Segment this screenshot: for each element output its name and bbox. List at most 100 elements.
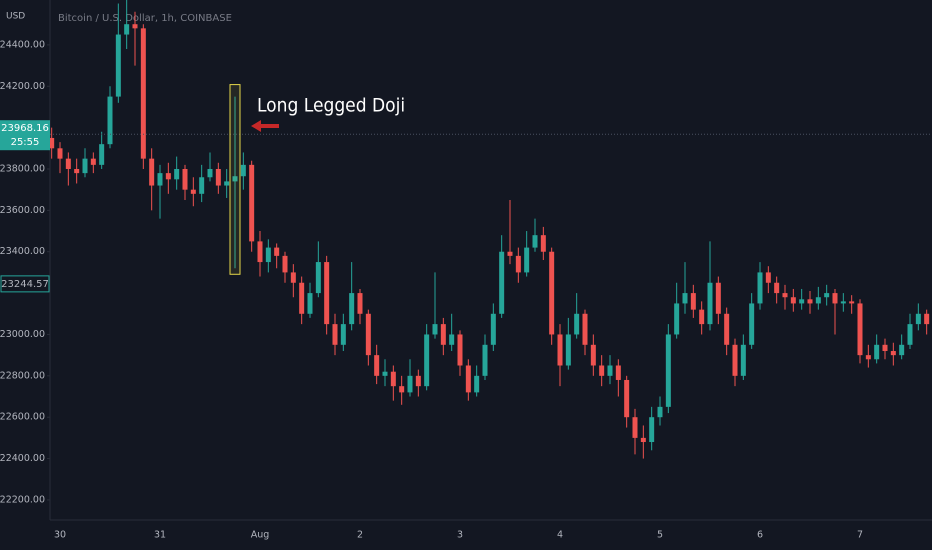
candle-body <box>665 334 671 407</box>
y-tick-label: 22200.00 <box>0 494 45 505</box>
x-tick-label: 2 <box>357 530 363 541</box>
highlight-box <box>229 84 241 275</box>
candle-body <box>165 173 171 180</box>
candle-body <box>207 168 213 178</box>
x-tick-label: 7 <box>857 530 863 541</box>
y-tick-label: 24400.00 <box>0 39 45 50</box>
candle-body <box>507 251 513 256</box>
y-tick-label: 23800.00 <box>0 163 45 174</box>
candle-body <box>149 158 155 186</box>
y-tick-label: 23400.00 <box>0 246 45 257</box>
x-tick-label: 31 <box>154 530 166 541</box>
candle-body <box>574 313 580 335</box>
candle-body <box>624 379 630 418</box>
candle-body <box>307 293 313 314</box>
candle-body <box>515 255 521 273</box>
candle-body <box>249 164 255 242</box>
candle-body <box>240 164 246 177</box>
chart-title: Bitcoin / U.S. Dollar, 1h, COINBASE <box>58 13 232 24</box>
price-label: 23244.57 <box>1 279 49 290</box>
candle-body <box>832 293 838 304</box>
candle-body <box>324 262 330 325</box>
x-tick-label: 6 <box>757 530 763 541</box>
y-tick-label: 22800.00 <box>0 370 45 381</box>
y-tick-label: 23600.00 <box>0 205 45 216</box>
candle-body <box>749 303 755 345</box>
candle-body <box>715 282 721 314</box>
candle-body <box>199 177 205 194</box>
candle-body <box>340 324 346 345</box>
candle-body <box>924 313 930 325</box>
candle-body <box>315 262 321 294</box>
price-timer: 25:55 <box>11 137 40 148</box>
candle-body <box>490 313 496 345</box>
candle-body <box>632 417 638 438</box>
candle-body <box>90 158 96 165</box>
candle-body <box>707 282 713 325</box>
candle-body <box>482 344 488 376</box>
candle-body <box>690 293 696 310</box>
candle-body <box>582 313 588 345</box>
candle-body <box>465 365 471 393</box>
candle-body <box>590 344 596 366</box>
candle-body <box>474 375 480 393</box>
candle-body <box>790 297 796 304</box>
candle-body <box>699 309 705 325</box>
candle-body <box>857 303 863 356</box>
price-label-box <box>0 275 50 293</box>
candle-body <box>357 293 363 314</box>
candle-body <box>732 344 738 376</box>
candle-body <box>449 334 455 345</box>
candle-body <box>649 417 655 443</box>
x-tick-label: 30 <box>54 530 66 541</box>
candle-body <box>182 168 188 190</box>
candle-body <box>407 375 413 393</box>
candle-body <box>740 344 746 376</box>
candle-body <box>657 406 663 418</box>
candles <box>49 0 930 459</box>
candle-body <box>524 247 530 273</box>
price-label: 23968.16 <box>1 123 49 134</box>
x-tick-label: Aug <box>251 530 270 541</box>
candle-body <box>890 351 896 356</box>
axis-unit: USD <box>6 12 25 22</box>
candle-body <box>774 282 780 294</box>
price-label-box <box>0 120 50 151</box>
candle-body <box>815 297 821 304</box>
candle-body <box>499 251 505 314</box>
candle-body <box>224 181 230 186</box>
annotation-text: Long Legged Doji <box>257 95 405 117</box>
candle-body <box>782 293 788 298</box>
candle-body <box>390 371 396 387</box>
candle-body <box>382 371 388 376</box>
candle-body <box>457 334 463 366</box>
candle-body <box>332 324 338 345</box>
candle-body <box>115 34 121 97</box>
candle-body <box>799 299 805 304</box>
candle-body <box>174 168 180 180</box>
candle-body <box>282 255 288 273</box>
candle-body <box>65 158 71 169</box>
candle-body <box>190 189 196 194</box>
candle-body <box>874 344 880 360</box>
candle-body <box>215 168 221 186</box>
y-tick-label: 24200.00 <box>0 81 45 92</box>
candle-body <box>274 247 280 256</box>
candle-body <box>265 247 271 263</box>
candle-body <box>82 158 88 174</box>
candle-body <box>74 168 80 174</box>
candle-body <box>157 173 163 186</box>
candle-body <box>49 137 55 149</box>
candle-body <box>640 437 646 443</box>
x-tick-label: 4 <box>557 530 563 541</box>
candle-body <box>532 235 538 248</box>
candle-body <box>615 365 621 380</box>
candle-body <box>232 176 238 182</box>
candle-body <box>882 344 888 352</box>
candle-body <box>57 148 63 159</box>
candle-body <box>565 334 571 366</box>
candle-body <box>440 324 446 345</box>
x-tick-label: 3 <box>457 530 463 541</box>
annotation-arrow <box>251 120 279 132</box>
